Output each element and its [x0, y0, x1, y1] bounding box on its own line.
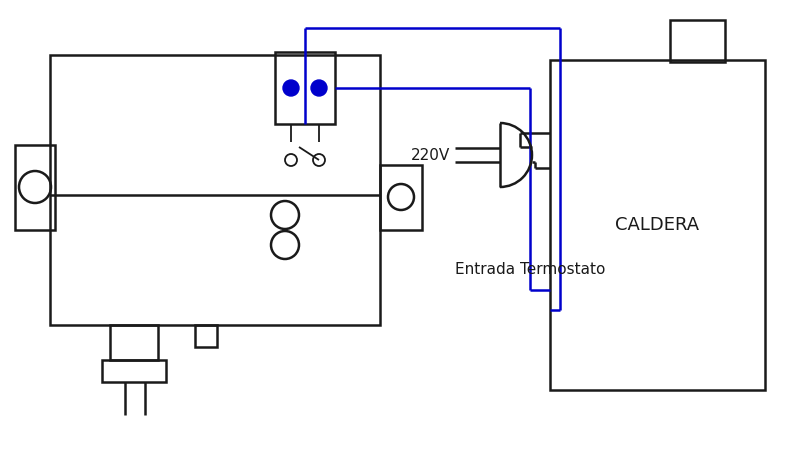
Ellipse shape [283, 80, 299, 96]
Bar [102, 360, 166, 382]
Bar [50, 55, 380, 325]
Text: 220V: 220V [411, 148, 450, 162]
Text: CALDERA: CALDERA [616, 216, 700, 234]
Text: Entrada Termostato: Entrada Termostato [454, 262, 605, 278]
Bar [275, 52, 335, 124]
Ellipse shape [311, 80, 327, 96]
Bar [670, 20, 725, 62]
Bar [550, 60, 765, 390]
Bar [15, 145, 55, 230]
Bar [195, 325, 217, 347]
Bar [380, 165, 422, 230]
Bar [110, 325, 158, 360]
